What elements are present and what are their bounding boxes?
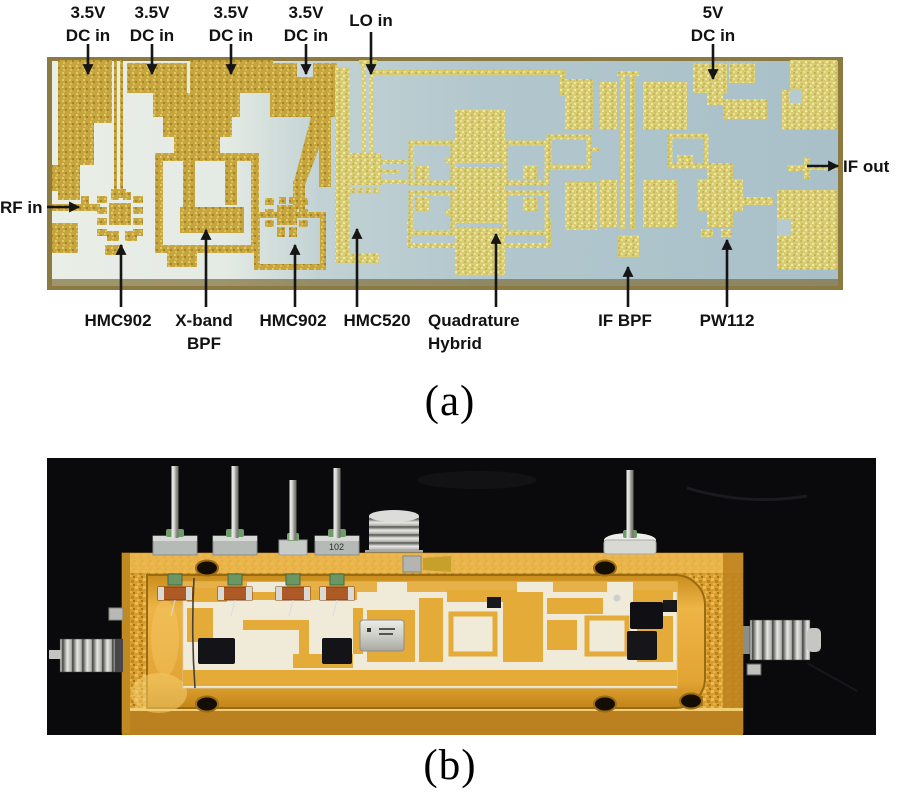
label-hmc902-1: HMC902 — [84, 311, 152, 330]
label-hmc520: HMC520 — [343, 311, 411, 330]
left-gold-traces — [52, 60, 337, 267]
label-5v-dc-in: 5V DC in — [690, 3, 736, 45]
gold-tab — [423, 556, 451, 572]
caption-a: (a) — [424, 378, 476, 425]
panel-a-pcb-photo — [47, 57, 843, 290]
dc-pin — [212, 466, 258, 556]
black-chip — [322, 638, 352, 664]
dc-pin: 102 — [314, 468, 360, 556]
dc-pin — [278, 480, 308, 556]
label-dc-in-2: 3.5V DC in — [129, 3, 175, 45]
black-chip — [627, 631, 657, 660]
feedthrough-resistor — [275, 573, 311, 601]
label-hmc902-2: HMC902 — [259, 311, 327, 330]
if-sma-connector — [743, 619, 821, 676]
label-if-bpf: IF BPF — [598, 311, 652, 330]
feedthrough-resistor — [157, 573, 193, 601]
screw-holes — [195, 559, 703, 713]
dc-feedthrough-pins: 102 — [152, 466, 657, 556]
module-components — [191, 577, 677, 689]
sma-nut — [402, 555, 422, 573]
rf-sma-connector — [49, 607, 124, 673]
module-substrate — [182, 581, 678, 689]
label-xband-bpf: X-band BPF — [175, 311, 233, 353]
lo-sma-connector — [365, 510, 423, 558]
label-if-out: IF out — [843, 157, 890, 176]
label-dc-in-3: 3.5V DC in — [208, 3, 254, 45]
bias-shelf — [157, 573, 355, 617]
dc-pin — [603, 470, 657, 555]
label-lo-in: LO in — [349, 11, 393, 30]
label-dc-in-4: 3.5V DC in — [283, 3, 329, 45]
panel-b-module-photo: 102 — [47, 458, 876, 735]
feedthrough-resistor — [217, 573, 253, 601]
middle-ring-filters — [408, 134, 592, 236]
label-pw112: PW112 — [699, 311, 755, 330]
middle-gold-traces — [335, 60, 599, 275]
screw-head — [746, 663, 762, 676]
bond-wire — [191, 577, 196, 689]
label-quadrature-hybrid: Quadrature Hybrid — [428, 311, 520, 353]
pin-base-marking: 102 — [329, 542, 344, 552]
black-chip — [198, 638, 235, 664]
dc-pin — [152, 466, 198, 556]
bond-wires — [170, 599, 338, 617]
label-rf-in: RF in — [0, 198, 43, 217]
metal-can-component — [359, 619, 405, 652]
black-chip — [630, 602, 663, 629]
caption-b: (b) — [423, 742, 477, 789]
label-dc-in-1: 3.5V DC in — [65, 3, 111, 45]
